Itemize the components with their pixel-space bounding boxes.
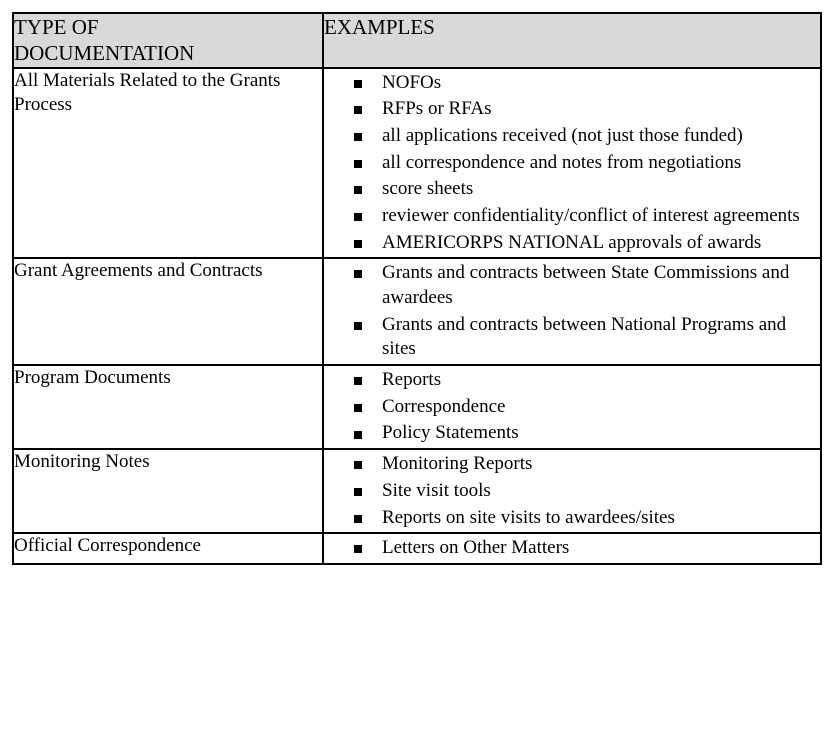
header-type-line2: DOCUMENTATION [14, 41, 194, 65]
type-cell: All Materials Related to the Grants Proc… [13, 68, 323, 259]
example-item: Site visit tools [352, 479, 820, 504]
example-item: Correspondence [352, 395, 820, 420]
table-header: TYPE OF DOCUMENTATION EXAMPLES [13, 13, 821, 68]
example-item: AMERICORPS NATIONAL approvals of awards [352, 231, 820, 256]
type-cell: Program Documents [13, 365, 323, 449]
examples-list: ReportsCorrespondencePolicy Statements [324, 368, 820, 446]
example-item: Grants and contracts between National Pr… [352, 313, 820, 362]
examples-list: Grants and contracts between State Commi… [324, 261, 820, 362]
example-item: Monitoring Reports [352, 452, 820, 477]
examples-cell: Monitoring ReportsSite visit toolsReport… [323, 449, 821, 533]
example-item: RFPs or RFAs [352, 97, 820, 122]
header-examples: EXAMPLES [323, 13, 821, 68]
table-row: Grant Agreements and Contracts Grants and… [13, 258, 821, 365]
example-item: reviewer confidentiality/conflict of int… [352, 204, 820, 229]
example-item: Letters on Other Matters [352, 536, 820, 561]
examples-cell: ReportsCorrespondencePolicy Statements [323, 365, 821, 449]
examples-list: Letters on Other Matters [324, 536, 820, 561]
example-item: Policy Statements [352, 421, 820, 446]
table-row: Official Correspondence Letters on Other … [13, 533, 821, 564]
example-item: score sheets [352, 177, 820, 202]
examples-cell: Grants and contracts between State Commi… [323, 258, 821, 365]
table-row: Program DocumentsReportsCorrespondencePo… [13, 365, 821, 449]
header-type: TYPE OF DOCUMENTATION [13, 13, 323, 68]
example-item: Reports on site visits to awardees/sites [352, 506, 820, 531]
example-item: all applications received (not just thos… [352, 124, 820, 149]
examples-list: NOFOsRFPs or RFAsall applications receiv… [324, 71, 820, 256]
type-cell: Monitoring Notes [13, 449, 323, 533]
examples-list: Monitoring ReportsSite visit toolsReport… [324, 452, 820, 530]
table-body: All Materials Related to the Grants Proc… [13, 68, 821, 564]
examples-cell: Letters on Other Matters [323, 533, 821, 564]
example-item: all correspondence and notes from negoti… [352, 151, 820, 176]
header-row: TYPE OF DOCUMENTATION EXAMPLES [13, 13, 821, 68]
example-item: NOFOs [352, 71, 820, 96]
header-type-line1: TYPE OF [14, 15, 99, 39]
examples-cell: NOFOsRFPs or RFAsall applications receiv… [323, 68, 821, 259]
example-item: Grants and contracts between State Commi… [352, 261, 820, 310]
documentation-table: TYPE OF DOCUMENTATION EXAMPLES All Mater… [12, 12, 822, 565]
example-item: Reports [352, 368, 820, 393]
type-cell: Grant Agreements and Contracts [13, 258, 323, 365]
table-row: All Materials Related to the Grants Proc… [13, 68, 821, 259]
type-cell: Official Correspondence [13, 533, 323, 564]
table-row: Monitoring NotesMonitoring ReportsSite v… [13, 449, 821, 533]
